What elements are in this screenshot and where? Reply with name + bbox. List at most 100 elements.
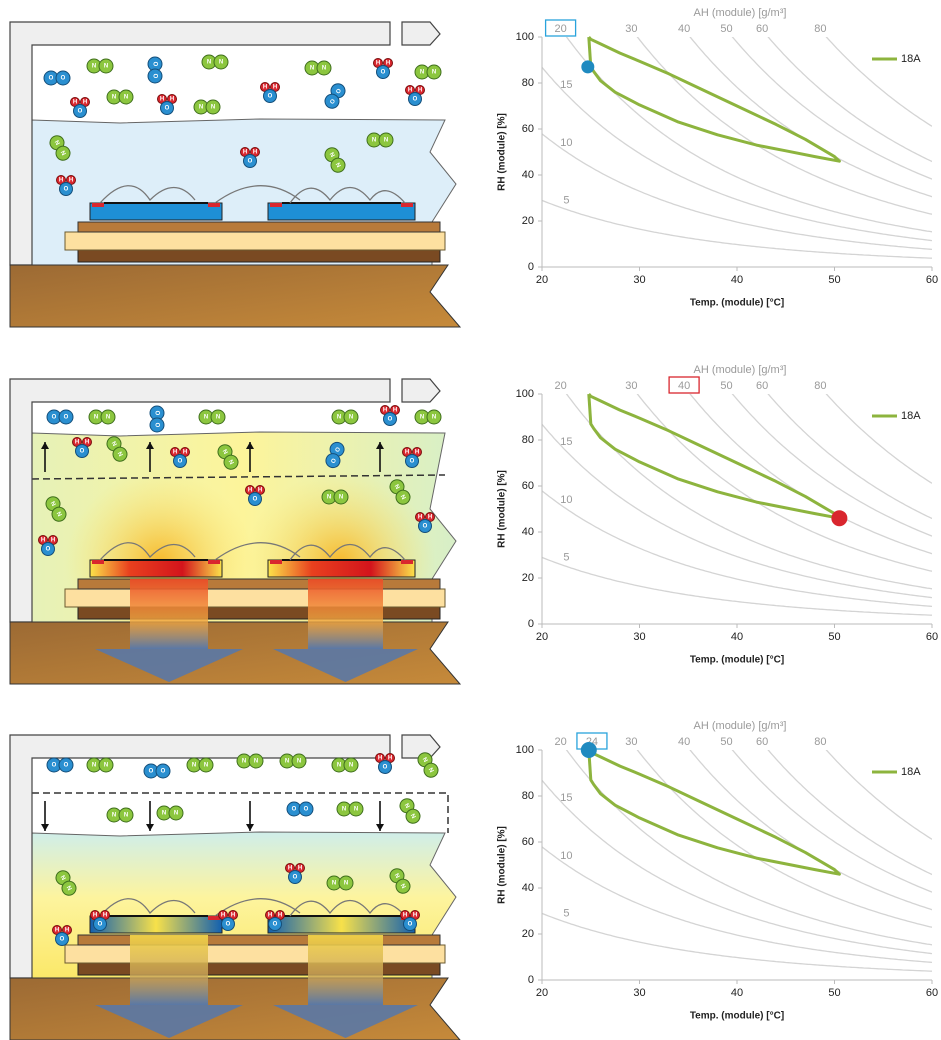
atom-label: H	[408, 88, 412, 94]
atom-label: O	[80, 449, 85, 455]
ah-isoline	[542, 557, 932, 615]
ah-label: 30	[625, 23, 637, 35]
atom-label: N	[432, 415, 436, 421]
atom-label: O	[98, 922, 103, 928]
atom-label: N	[420, 415, 424, 421]
ah-label: 5	[563, 907, 569, 919]
flow-arrow-head	[41, 824, 49, 831]
atom-label: H	[378, 756, 382, 762]
atom-label: N	[211, 105, 215, 111]
ah-label: 80	[814, 736, 826, 748]
atom-label: O	[410, 459, 415, 465]
atom-label: O	[165, 106, 170, 112]
atom-label: H	[170, 97, 174, 103]
atom-label: O	[408, 922, 413, 928]
atom-label: N	[310, 66, 314, 72]
molecule: NN	[415, 410, 441, 424]
y-axis-title: RH (module) [%]	[497, 113, 508, 191]
chip	[268, 203, 415, 220]
atom-label: N	[420, 70, 424, 76]
atom-label: N	[332, 881, 336, 887]
flow-arrow-head	[246, 824, 254, 831]
x-tick-label: 20	[536, 987, 548, 999]
ah-label: 5	[563, 194, 569, 206]
atom-label: H	[248, 488, 252, 494]
atom-label: N	[342, 807, 346, 813]
atom-label: N	[162, 811, 166, 817]
atom-label: H	[383, 408, 387, 414]
atom-label: H	[418, 515, 422, 521]
atom-label: O	[413, 97, 418, 103]
atom-label: H	[69, 178, 73, 184]
atom-label: N	[92, 763, 96, 769]
atom-label: O	[292, 807, 297, 813]
molecule: NN	[397, 796, 422, 826]
y-tick-label: 0	[528, 618, 534, 630]
y-tick-label: 60	[522, 480, 534, 492]
y-tick-label: 100	[516, 388, 534, 400]
ah-label: 10	[560, 850, 572, 862]
x-tick-label: 60	[926, 631, 938, 643]
x-axis-title: Temp. (module) [°C]	[690, 1011, 784, 1022]
atom-label: O	[52, 415, 57, 421]
atom-label: H	[85, 440, 89, 446]
atom-label: O	[226, 922, 231, 928]
x-tick-label: 30	[633, 631, 645, 643]
baseplate	[10, 265, 460, 327]
atom-label: H	[160, 97, 164, 103]
atom-label: N	[124, 95, 128, 101]
atom-label: H	[415, 450, 419, 456]
legend-label: 18A	[901, 53, 921, 65]
atom-label: N	[192, 763, 196, 769]
legend-label: 18A	[901, 410, 921, 422]
ah-label: 10	[560, 494, 572, 506]
atom-label: N	[337, 763, 341, 769]
atom-label: O	[268, 94, 273, 100]
atom-label: N	[112, 813, 116, 819]
ah-isoline	[542, 448, 932, 910]
ah-label: 50	[720, 380, 732, 392]
atom-label: H	[268, 913, 272, 919]
heat-flow	[130, 935, 208, 1005]
y-tick-label: 80	[522, 77, 534, 89]
x-tick-label: 40	[731, 274, 743, 286]
series-line	[589, 37, 840, 161]
atom-label: N	[112, 95, 116, 101]
layer	[78, 222, 440, 232]
pad	[208, 203, 220, 207]
x-tick-label: 50	[828, 631, 840, 643]
atom-label: H	[253, 150, 257, 156]
molecule: NN	[107, 90, 133, 104]
atom-label: H	[298, 866, 302, 872]
molecule: NN	[305, 61, 331, 75]
atom-label: O	[61, 76, 66, 82]
heat-flow	[130, 579, 208, 649]
atom-label: O	[60, 937, 65, 943]
y-tick-label: 20	[522, 928, 534, 940]
atom-label: H	[55, 928, 59, 934]
atom-label: N	[174, 811, 178, 817]
boundary	[32, 793, 448, 833]
atom-label: O	[381, 70, 386, 76]
x-tick-label: 40	[731, 987, 743, 999]
molecule: NN	[157, 806, 183, 820]
molecule: NN	[194, 100, 220, 114]
atom-label: N	[106, 415, 110, 421]
atom-label: N	[354, 807, 358, 813]
ah-label: 50	[720, 23, 732, 35]
molecule: OO	[144, 764, 170, 778]
ah-label: 20	[554, 736, 566, 748]
atom-label: H	[393, 408, 397, 414]
atom-label: H	[75, 440, 79, 446]
atom-label: H	[418, 88, 422, 94]
atom-label: N	[124, 813, 128, 819]
x-tick-label: 40	[731, 631, 743, 643]
chip	[90, 560, 222, 577]
chip	[90, 203, 222, 220]
ah-isoline	[542, 0, 932, 483]
ah-label: 60	[756, 23, 768, 35]
y-tick-label: 100	[516, 744, 534, 756]
atom-label: H	[59, 178, 63, 184]
atom-label: N	[285, 759, 289, 765]
